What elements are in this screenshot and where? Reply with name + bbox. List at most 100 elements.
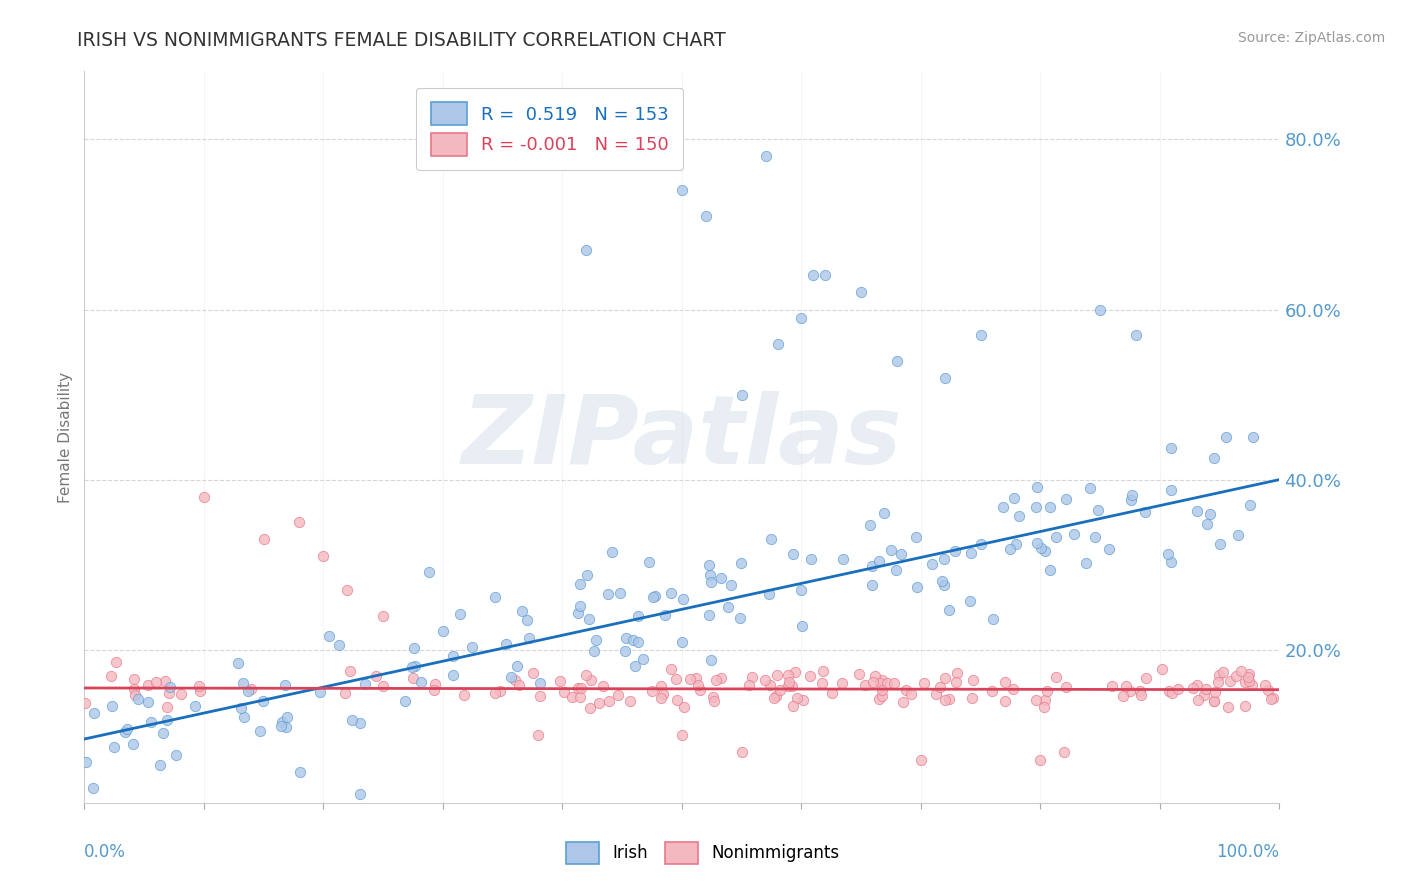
Point [165,748,187,763]
Point [896,683,918,698]
Point [959,594,981,608]
Point [702,690,724,704]
Point [717,600,740,615]
Point [409,675,432,690]
Point [1045,670,1067,684]
Point [114,725,136,739]
Point [1167,682,1189,697]
Point [527,728,550,742]
Point [1157,684,1180,698]
Point [782,699,804,714]
Point [665,672,688,686]
Text: Source: ZipAtlas.com: Source: ZipAtlas.com [1237,31,1385,45]
Point [960,690,983,705]
Point [981,612,1004,626]
Point [510,604,533,618]
Point [1187,504,1209,518]
Point [276,710,298,724]
Point [860,559,883,574]
Point [728,611,751,625]
Point [938,603,960,617]
Point [671,635,693,649]
Point [870,673,893,688]
Point [569,681,592,696]
Point [489,684,512,698]
Point [1005,537,1028,551]
Point [122,737,145,751]
Point [354,677,377,691]
Legend: R =  0.519   N = 153, R = -0.001   N = 150: R = 0.519 N = 153, R = -0.001 N = 150 [416,87,683,170]
Point [1025,693,1047,707]
Point [578,700,600,714]
Point [349,787,371,801]
Point [905,530,928,544]
Point [453,688,475,702]
Point [1240,677,1263,691]
Point [423,683,446,698]
Point [619,694,641,708]
Point [394,694,416,708]
Point [910,753,932,767]
Point [1063,527,1085,541]
Point [970,537,993,551]
Point [614,631,637,645]
Point [624,659,647,673]
Point [1185,678,1208,692]
Point [1226,528,1249,542]
Point [271,715,294,730]
Point [932,551,955,566]
Point [821,686,844,700]
Point [1219,674,1241,689]
Point [335,686,357,700]
Point [1160,441,1182,455]
Point [567,606,589,620]
Point [1234,674,1257,689]
Point [831,551,853,566]
Point [934,692,956,706]
Point [522,666,544,681]
Point [1150,661,1173,675]
Point [312,549,335,563]
Point [328,638,350,652]
Point [1237,674,1260,689]
Point [1087,502,1109,516]
Point [519,631,541,645]
Point [598,694,620,708]
Point [731,387,754,401]
Point [1035,684,1057,698]
Point [758,586,780,600]
Point [516,613,538,627]
Point [288,764,311,779]
Point [889,547,911,561]
Point [585,633,607,648]
Point [720,578,742,592]
Point [1225,669,1247,683]
Point [183,699,205,714]
Point [1209,537,1232,551]
Point [229,701,252,715]
Point [1025,500,1047,515]
Point [650,690,672,705]
Point [637,555,659,569]
Point [851,285,873,300]
Point [252,693,274,707]
Point [600,545,623,559]
Point [700,575,723,590]
Point [124,688,146,702]
Point [1033,693,1056,707]
Point [814,268,837,283]
Point [568,690,591,704]
Text: IRISH VS NONIMMIGRANTS FEMALE DISABILITY CORRELATION CHART: IRISH VS NONIMMIGRANTS FEMALE DISABILITY… [77,31,725,50]
Point [579,673,602,687]
Point [921,558,943,572]
Point [994,694,1017,708]
Point [934,370,956,384]
Point [1053,745,1076,759]
Point [870,689,893,703]
Point [981,684,1004,698]
Point [689,682,711,697]
Point [754,673,776,687]
Point [505,658,527,673]
Point [508,678,530,692]
Point [688,678,710,692]
